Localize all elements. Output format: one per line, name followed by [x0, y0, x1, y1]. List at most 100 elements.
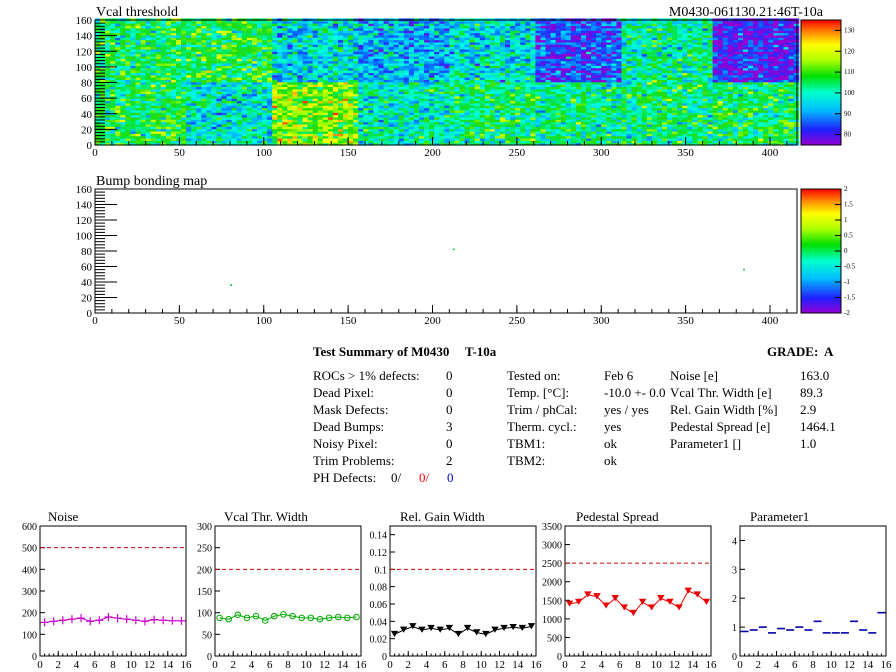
vcal-map-cell — [120, 91, 126, 95]
vcal-map-cell — [150, 67, 157, 71]
vcal-map-cell — [267, 44, 273, 48]
vcal-map-cell — [277, 130, 283, 134]
vcal-map-cell — [555, 44, 562, 48]
vcal-map-cell — [150, 55, 157, 59]
vcal-map-cell — [135, 70, 142, 73]
vcal-map-cell — [353, 84, 359, 88]
vcal-map-cell — [363, 30, 369, 34]
vcal-map-cell — [332, 100, 339, 104]
vcal-map-cell — [403, 109, 410, 113]
vcal-map-cell — [515, 119, 521, 123]
vcal-map-cell — [246, 70, 253, 73]
vcal-map-cell — [251, 60, 258, 64]
vcal-map-cell — [221, 137, 228, 141]
vcal-map-cell — [262, 91, 268, 95]
vcal-map-cell — [413, 55, 420, 59]
vcal-map-cell — [535, 53, 542, 57]
vcal-map-cell — [434, 77, 440, 80]
vcal-map-cell — [267, 114, 273, 118]
vcal-map-cell — [196, 39, 202, 43]
vcal-map-cell — [545, 95, 552, 99]
vcal-map-cell — [474, 114, 481, 118]
vcal-map-cell — [307, 34, 314, 38]
vcal-map-cell — [444, 88, 450, 92]
vcal-map-cell — [545, 114, 552, 118]
vcal-map-cell — [170, 95, 177, 99]
vcal-map-cell — [135, 32, 142, 36]
vcal-map-cell — [206, 60, 213, 64]
vcal-map-cell — [216, 81, 223, 85]
vcal-map-cell — [535, 32, 542, 36]
vcal-map-cell — [115, 116, 121, 120]
vcal-map-cell — [459, 140, 466, 144]
vcal-map-cell — [110, 53, 116, 57]
vcal-map-cell — [368, 93, 375, 97]
vcal-map-cell — [398, 126, 405, 130]
vcal-map-cell — [181, 121, 187, 125]
vcal-map-cell — [348, 133, 354, 137]
vcal-map-cell — [140, 135, 147, 139]
vcal-map-cell — [383, 121, 390, 125]
vcal-map-cell — [135, 46, 142, 50]
vcal-map-cell — [211, 30, 218, 34]
vcal-map-cell — [251, 121, 258, 125]
vcal-map-cell — [479, 44, 486, 48]
vcal-map-cell — [520, 140, 526, 144]
vcal-map-cell — [373, 53, 380, 57]
vcal-map-cell — [201, 30, 207, 34]
vcal-map-cell — [484, 20, 491, 24]
vcal-map-cell — [120, 105, 126, 109]
vcal-map-cell — [262, 67, 268, 71]
vcal-map-cell — [120, 114, 126, 118]
vcal-map-cell — [120, 62, 126, 66]
vcal-map-cell — [277, 116, 283, 120]
vcal-map-cell — [383, 30, 390, 34]
vcal-map-cell — [105, 67, 111, 71]
vcal-map-cell — [282, 140, 288, 144]
vcal-map-cell — [302, 105, 309, 109]
vcal-map-cell — [267, 102, 273, 106]
vcal-map-cell — [403, 79, 410, 83]
vcal-map-cell — [555, 58, 562, 62]
vcal-map-cell — [434, 98, 440, 102]
vcal-map-cell — [373, 55, 380, 59]
vcal-map-cell — [95, 20, 101, 24]
vcal-map-cell — [408, 53, 415, 57]
vcal-map-cell — [186, 25, 192, 29]
vcal-map-cell — [525, 25, 531, 29]
vcal-map-cell — [251, 142, 258, 146]
vcal-map-cell — [388, 72, 395, 76]
vcal-map-cell — [429, 48, 435, 52]
vcal-map-cell — [338, 109, 344, 113]
vcal-map-cell — [105, 91, 111, 95]
vcal-map-cell — [125, 84, 132, 88]
vcal-map-cell — [140, 119, 147, 123]
vcal-map-cell — [393, 79, 400, 83]
vcal-map-cell — [236, 84, 243, 88]
vcal-map-cell — [196, 107, 202, 111]
vcal-map-cell — [343, 84, 349, 88]
vcal-map-cell — [150, 119, 157, 123]
vcal-map-cell — [115, 119, 121, 123]
vcal-map-cell — [105, 114, 111, 118]
vcal-map-cell — [398, 37, 405, 41]
vcal-map-cell — [479, 70, 486, 73]
vcal-map-cell — [267, 133, 273, 137]
vcal-map-cell — [348, 74, 354, 78]
vcal-map-cell — [413, 107, 420, 111]
vcal-map-cell — [444, 23, 450, 27]
vcal-map-cell — [105, 137, 111, 141]
vcal-map-cell — [257, 70, 263, 73]
vcal-map-cell — [312, 27, 319, 31]
vcal-map-cell — [262, 77, 268, 80]
vcal-map-cell — [505, 135, 511, 139]
vcal-map-cell — [373, 135, 380, 139]
vcal-map-cell — [515, 34, 521, 38]
vcal-map-cell — [378, 77, 385, 80]
vcal-map-cell — [439, 62, 445, 66]
vcal-map-cell — [550, 93, 557, 97]
vcal-map-cell — [307, 79, 314, 83]
vcal-map-cell — [125, 70, 132, 73]
vcal-map-cell — [343, 91, 349, 95]
vcal-map-cell — [535, 109, 542, 113]
